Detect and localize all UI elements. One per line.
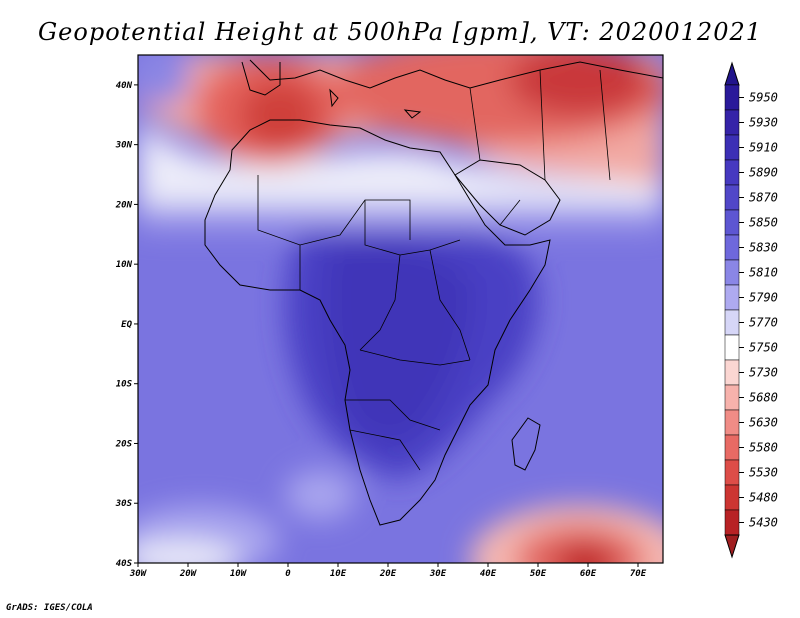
colorbar-bottom-arrow [724,534,740,559]
colorbar-label: 5910 [749,141,778,155]
latitude-axis: 40N 30N 20N 10N EQ 10S 20S 30S 40S [115,81,138,569]
coastlines [204,59,664,526]
lon-tick-label: 20W [179,569,198,579]
colorbar-label: 5930 [749,116,778,130]
lat-tick-label: 40S [116,559,133,569]
lat-tick-label: 30N [115,141,133,151]
grads-credit: GrADS: IGES/COLA [6,603,93,613]
colorbar-top-arrow [724,61,740,86]
colorbar-label: 5730 [749,366,778,380]
colorbar-swatch [724,484,740,511]
colorbar-swatch [724,234,740,261]
plot-frame [137,54,664,564]
colorbar-label: 5680 [749,391,778,405]
colorbar-swatch [724,134,740,161]
colorbar-swatch [724,309,740,336]
colorbar-swatch [724,359,740,386]
lon-tick-label: 10E [330,569,347,579]
colorbar-swatch [724,284,740,311]
lat-tick-label: 10S [116,380,133,390]
colorbar-label: 5750 [749,341,778,355]
colorbar-label: 5850 [749,216,778,230]
lat-tick-label: 30S [115,499,133,509]
colorbar-label: 5950 [749,91,778,105]
colorbar-label: 5630 [749,416,778,430]
lon-tick-label: 70E [630,569,647,579]
colorbar-label: 5870 [749,191,778,205]
colorbar-swatch [724,334,740,361]
map-title: Geopotential Height at 500hPa [gpm], VT:… [38,18,762,46]
lat-tick-label: 10N [116,260,133,270]
colorbar-swatch [724,459,740,486]
colorbar-swatch [724,209,740,236]
lon-tick-label: 10W [230,569,248,579]
colorbar-swatch [724,434,740,461]
lat-tick-label: 20N [115,200,133,210]
lat-tick-label: EQ [121,320,132,330]
colorbar-label: 5430 [749,516,778,530]
height-field [138,55,663,563]
colorbar-label: 5830 [749,241,778,255]
colorbar: 5950 5930 5910 5890 5870 5850 5830 5810 5790 5770… [724,61,778,559]
colorbar-label: 5810 [749,266,778,280]
colorbar-swatch [724,159,740,186]
colorbar-swatch [724,509,740,536]
colorbar-swatch [724,384,740,411]
colorbar-label: 5890 [749,166,778,180]
colorbar-label: 5480 [749,491,778,505]
country-borders [257,69,611,471]
colorbar-swatch [724,409,740,436]
colorbar-label: 5790 [749,291,778,305]
colorbar-label: 5770 [749,316,778,330]
lat-tick-label: 40N [116,81,133,91]
colorbar-swatch [724,259,740,286]
lon-tick-label: 30E [429,569,447,579]
lon-tick-label: 0 [285,569,291,579]
lon-tick-label: 40E [480,569,497,579]
colorbar-label: 5580 [749,441,778,455]
lon-tick-label: 60E [580,569,597,579]
colorbar-label: 5530 [749,466,778,480]
colorbar-swatch [724,109,740,136]
colorbar-swatch [724,184,740,211]
lon-tick-label: 30W [129,569,148,579]
lat-tick-label: 20S [115,439,133,449]
lon-tick-label: 20E [379,569,397,579]
lon-tick-label: 50E [530,569,547,579]
colorbar-swatch [724,84,740,111]
longitude-axis: 30W 20W 10W 0 10E 20E 30E 40E 50E 60E 70E [129,563,647,579]
